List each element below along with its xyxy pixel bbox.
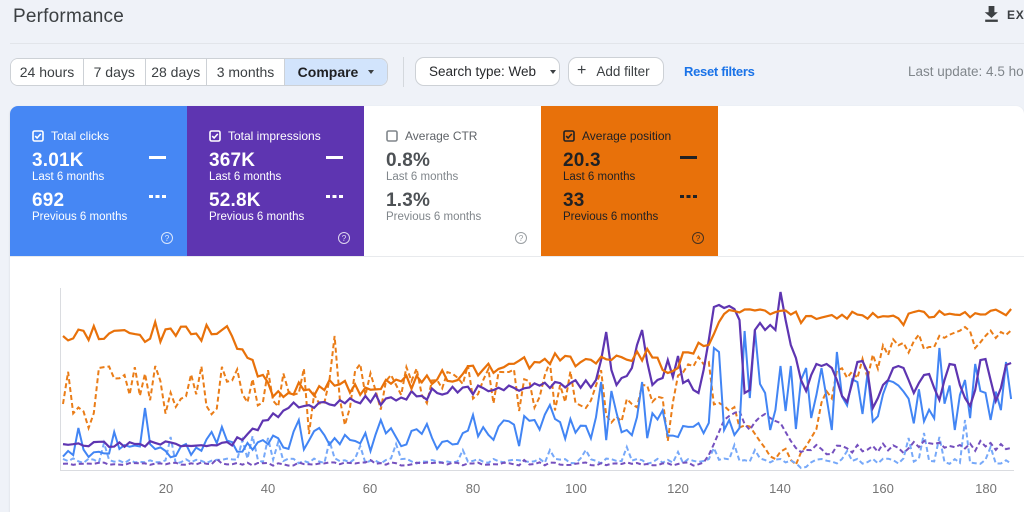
svg-text:160: 160: [872, 481, 894, 496]
svg-text:80: 80: [466, 481, 480, 496]
svg-text:100: 100: [565, 481, 587, 496]
svg-text:20: 20: [159, 481, 173, 496]
svg-text:180: 180: [975, 481, 997, 496]
svg-text:120: 120: [667, 481, 689, 496]
svg-text:60: 60: [363, 481, 377, 496]
svg-text:140: 140: [769, 481, 791, 496]
svg-text:40: 40: [261, 481, 275, 496]
